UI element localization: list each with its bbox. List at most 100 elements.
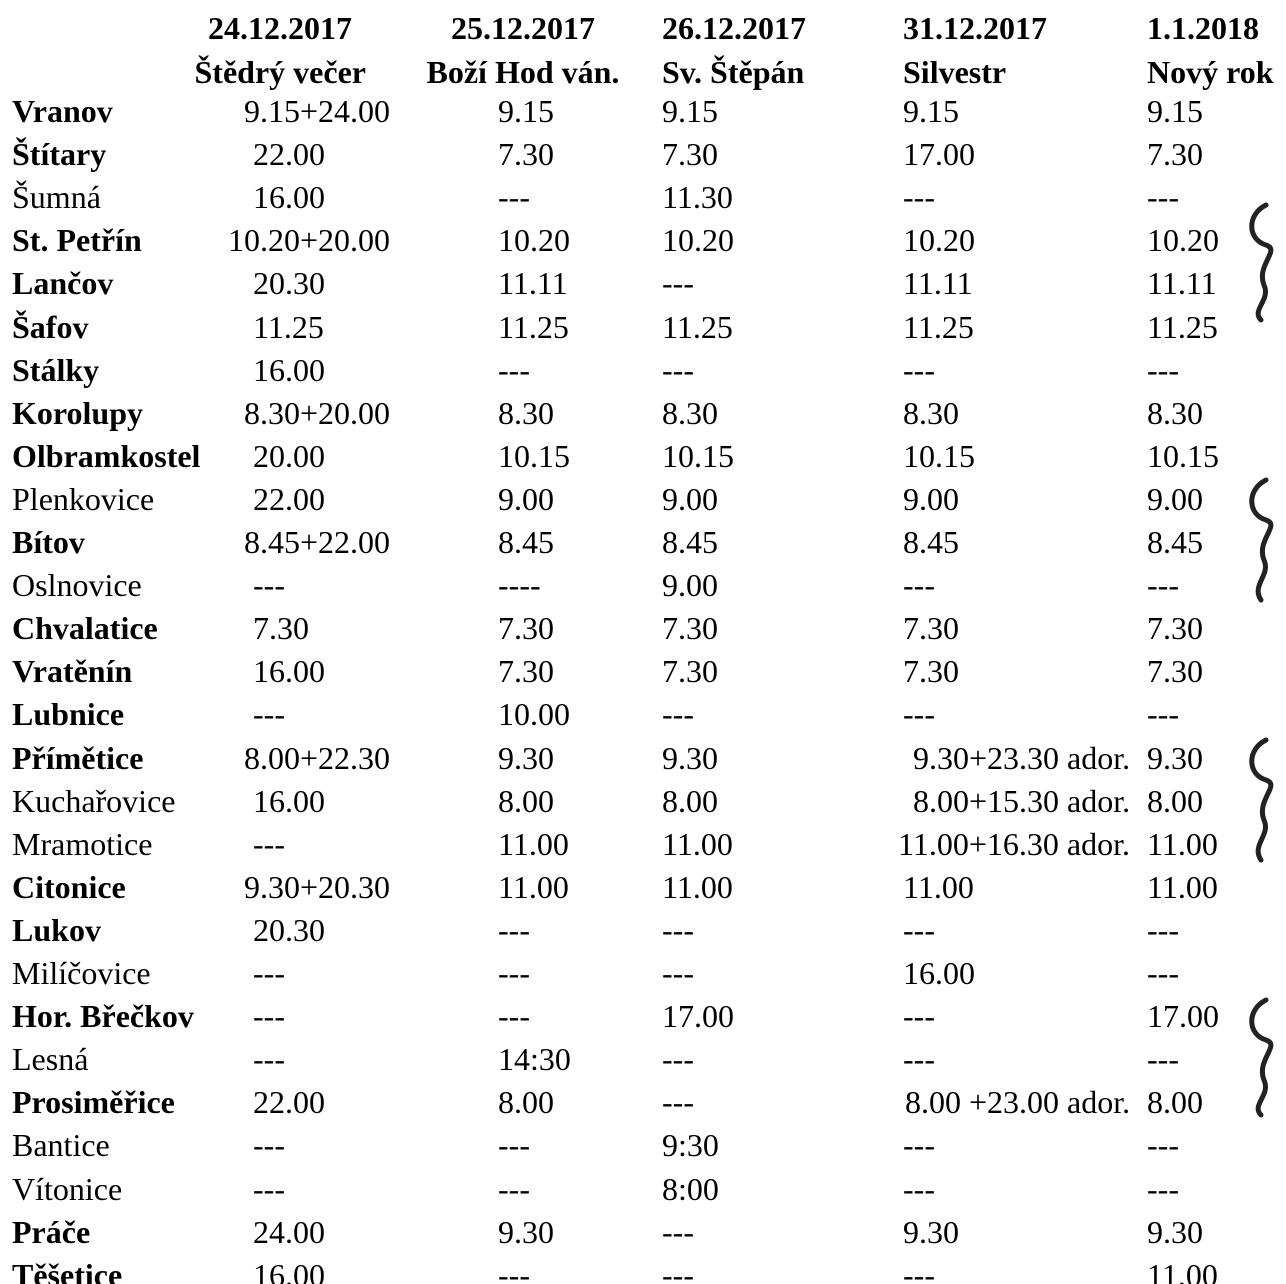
mass-time: 10.20 (903, 222, 975, 259)
mass-time: --- (662, 1041, 694, 1078)
header-date: 31.12.2017 (903, 10, 1047, 46)
mass-time: --- (253, 696, 285, 733)
mass-time: 10.20 (1147, 222, 1219, 259)
mass-time: --- (498, 179, 530, 216)
mass-time: --- (1147, 179, 1179, 216)
mass-time: 9.00 (903, 480, 959, 517)
mass-time: 11.00+16.30 ador. (898, 825, 1130, 862)
mass-time: 8.00 (498, 782, 554, 819)
mass-time: 22.00 (253, 480, 325, 517)
mass-time: 9.15 (498, 93, 554, 129)
mass-time: 8.30+20.00 (244, 394, 391, 431)
mass-time: 9.30 (1147, 739, 1203, 776)
place-name: Bantice (12, 1127, 110, 1164)
place-name: St. Petřín (12, 222, 142, 259)
mass-time: 9.00 (1147, 480, 1203, 517)
header-day-name: Boží Hod ván. (426, 54, 620, 90)
mass-time: --- (498, 1170, 530, 1207)
mass-time: 17.00 (903, 136, 975, 173)
place-name: Lukov (12, 911, 101, 948)
mass-time: 22.00 (253, 1084, 325, 1121)
header-date: 24.12.2017 (208, 10, 352, 46)
mass-time: 8.30 (498, 394, 554, 431)
mass-time: 8.45 (498, 524, 554, 560)
mass-time: 20.30 (253, 911, 325, 948)
mass-time: 9.30+23.30 ador. (913, 739, 1131, 776)
mass-time: 17.00 (1147, 998, 1219, 1035)
mass-time: --- (662, 911, 694, 948)
mass-time: 9.30 (498, 739, 554, 776)
mass-time: 10.15 (903, 437, 975, 474)
mass-time: --- (253, 825, 285, 862)
mass-time: 11.00 (662, 868, 733, 905)
mass-time: --- (1147, 1170, 1179, 1207)
mass-time: --- (498, 955, 530, 991)
mass-time: --- (903, 1041, 935, 1078)
mass-time: 8.00 (1147, 1084, 1203, 1121)
mass-time: 11.00 (662, 825, 733, 862)
place-name: Citonice (12, 868, 126, 905)
mass-time: 10.15 (498, 437, 570, 474)
mass-time: 9.30 (498, 1213, 554, 1250)
header-date: 25.12.2017 (451, 10, 595, 46)
mass-time: 11.25 (1147, 308, 1218, 345)
mass-time: 8.45 (1147, 524, 1203, 560)
mass-time: 22.00 (253, 136, 325, 173)
mass-time: 9.00 (662, 480, 718, 517)
mass-time: 16.00 (253, 1256, 325, 1284)
mass-time: 11.11 (1147, 265, 1217, 302)
mass-time: 8.45+22.00 (244, 524, 391, 560)
header-date: 1.1.2018 (1147, 10, 1259, 46)
mass-time: 9.30+20.30 (244, 868, 391, 905)
mass-time: 7.30 (903, 610, 959, 647)
mass-time: 16.00 (903, 955, 975, 991)
mass-time: 11.25 (253, 308, 324, 345)
mass-time: 8.00 (1147, 782, 1203, 819)
mass-time: 8.30 (662, 394, 718, 431)
mass-time: 11.25 (498, 308, 569, 345)
place-name: Kuchařovice (12, 782, 176, 819)
mass-time: 11.00 (1147, 825, 1218, 862)
mass-time: 10.20 (662, 222, 734, 259)
place-name: Lubnice (12, 696, 125, 733)
mass-time: 11.11 (498, 265, 568, 302)
mass-time: --- (903, 351, 935, 388)
mass-time: 8.00 +23.00 ador. (905, 1084, 1131, 1121)
mass-time: --- (1147, 1041, 1179, 1078)
mass-time: --- (253, 998, 285, 1035)
mass-time: --- (903, 1127, 935, 1164)
mass-time: --- (253, 1170, 285, 1207)
mass-time: 8.00 (498, 1084, 554, 1121)
mass-time: --- (903, 1256, 935, 1284)
mass-time: 9.15 (903, 93, 959, 129)
place-name: Olbramkostel (12, 437, 201, 474)
mass-time: 9.00 (662, 567, 718, 604)
mass-time: --- (903, 567, 935, 604)
mass-time: 16.00 (253, 179, 325, 216)
mass-time: --- (1147, 1127, 1179, 1164)
place-name: Lančov (12, 265, 114, 302)
mass-time: --- (903, 1170, 935, 1207)
mass-time: --- (662, 1213, 694, 1250)
place-name: Chvalatice (12, 610, 158, 647)
place-name: Štítary (12, 136, 107, 173)
mass-time: 10.20+20.00 (228, 222, 391, 259)
mass-time: ---- (498, 567, 541, 604)
mass-time: 9.30 (662, 739, 718, 776)
mass-time: --- (1147, 696, 1179, 733)
header-day-name: Sv. Štěpán (662, 54, 805, 90)
mass-time: 9.15 (662, 93, 718, 129)
mass-time: 16.00 (253, 782, 325, 819)
mass-time: 8.30 (903, 394, 959, 431)
mass-time: 10.15 (1147, 437, 1219, 474)
mass-time: --- (253, 1041, 285, 1078)
header-day-name: Nový rok (1147, 54, 1274, 90)
mass-time: 7.30 (662, 136, 718, 173)
mass-time: 7.30 (253, 610, 309, 647)
mass-time: 9.15 (1147, 93, 1203, 129)
mass-time: --- (903, 696, 935, 733)
place-name: Prosiměřice (12, 1084, 175, 1121)
mass-time: 10.15 (662, 437, 734, 474)
place-name: Šafov (12, 308, 89, 345)
mass-time: 11.25 (903, 308, 974, 345)
